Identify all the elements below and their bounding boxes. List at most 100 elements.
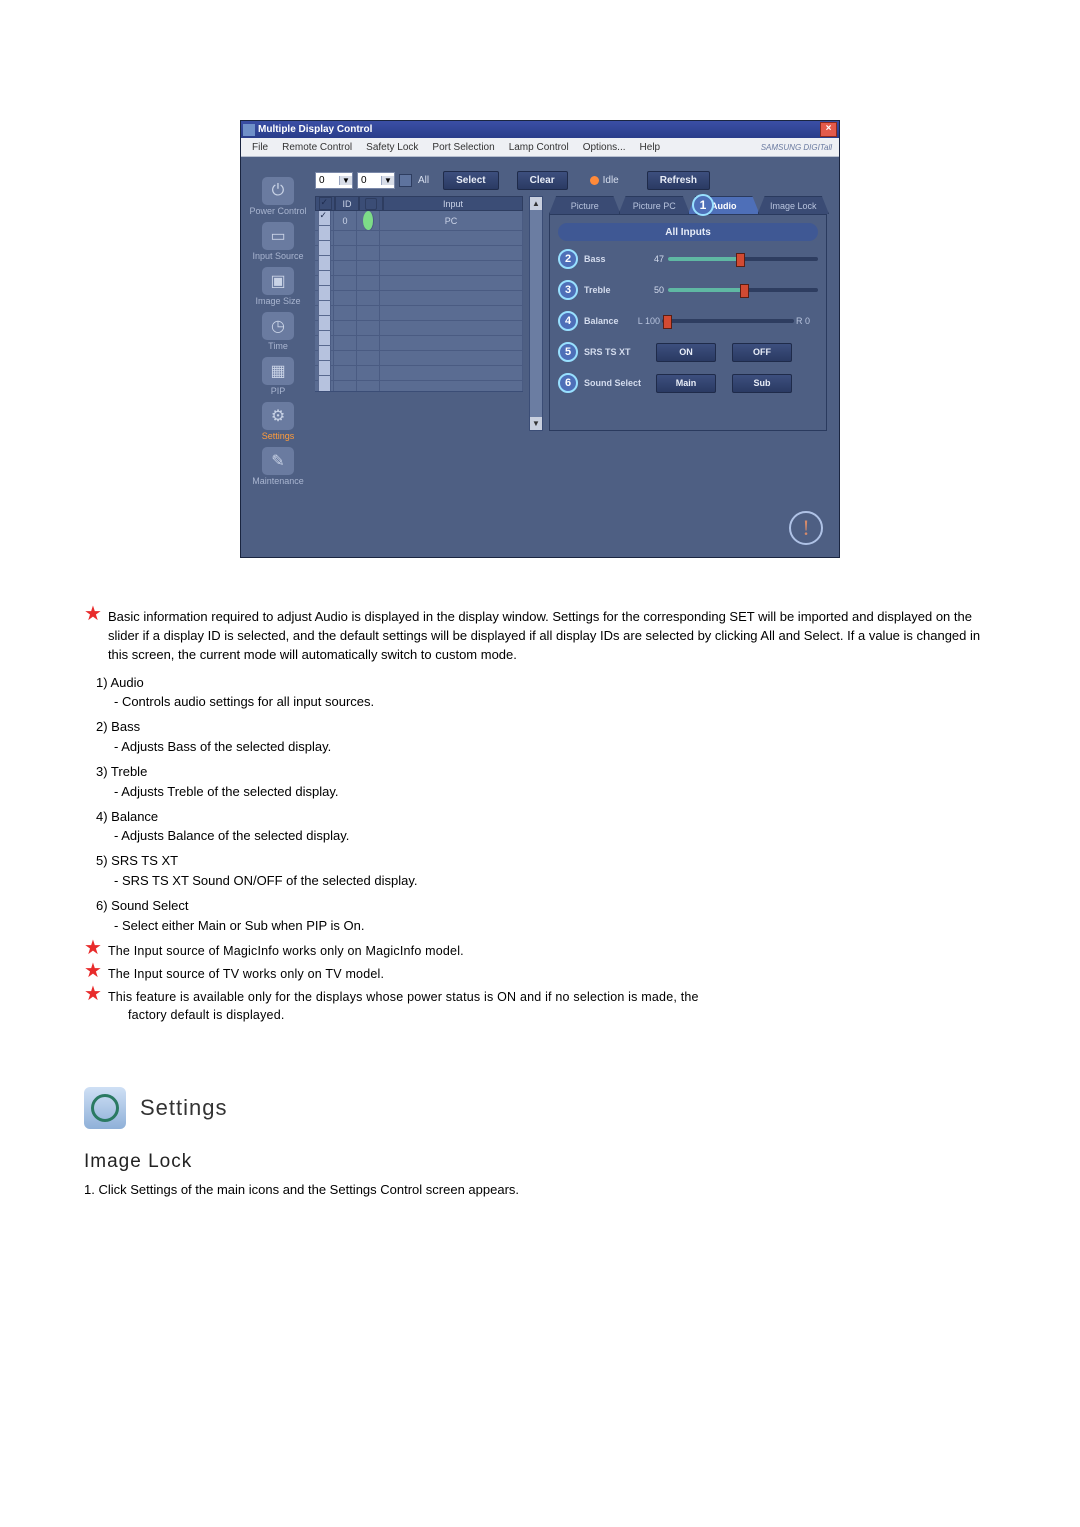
image-lock-step-1: 1. Click Settings of the main icons and … (84, 1181, 996, 1200)
chevron-down-icon[interactable]: ▼ (381, 176, 394, 185)
menu-safety-lock[interactable]: Safety Lock (359, 142, 425, 153)
callout-1: 1 (692, 194, 714, 216)
table-row[interactable] (315, 316, 523, 331)
sidebar-icon: ▣ (262, 267, 294, 295)
balance-left: L 100 (636, 316, 662, 326)
settings-panel: Picture Picture PC Audio Image Lock 1 Al… (549, 196, 827, 431)
note-magicinfo: The Input source of MagicInfo works only… (108, 942, 464, 960)
table-row[interactable] (315, 226, 523, 241)
sidebar-label: Image Size (241, 296, 315, 306)
note-power-line1: This feature is available only for the d… (108, 990, 699, 1004)
table-row[interactable] (315, 286, 523, 301)
sidebar-item-pip[interactable]: ▦PIP (241, 357, 315, 396)
col-input: Input (383, 196, 523, 211)
header-checkbox[interactable] (319, 197, 332, 210)
sidebar-icon: ⚙ (262, 402, 294, 430)
refresh-button[interactable]: Refresh (647, 171, 710, 190)
sidebar-icon: ◷ (262, 312, 294, 340)
grid-scrollbar[interactable]: ▲ ▼ (529, 196, 543, 431)
section-settings: Settings (84, 1087, 996, 1129)
sidebar-icon: ✎ (262, 447, 294, 475)
menu-remote-control[interactable]: Remote Control (275, 142, 359, 153)
scroll-up-icon[interactable]: ▲ (530, 197, 542, 210)
sound-select-row: 6 Sound Select Main Sub (558, 373, 818, 393)
table-row[interactable] (315, 271, 523, 286)
brand-text: SAMSUNG DIGITall (754, 143, 839, 152)
note-power-line2: factory default is displayed. (128, 1006, 699, 1024)
balance-right: R 0 (794, 316, 816, 326)
sidebar-item-time[interactable]: ◷Time (241, 312, 315, 351)
balance-slider[interactable] (662, 319, 794, 323)
sound-main-button[interactable]: Main (656, 374, 716, 393)
dropdown-1[interactable]: 0 ▼ (315, 172, 353, 189)
menu-help[interactable]: Help (633, 142, 668, 153)
scroll-down-icon[interactable]: ▼ (530, 417, 542, 430)
menu-port-selection[interactable]: Port Selection (425, 142, 501, 153)
select-button[interactable]: Select (443, 171, 498, 190)
bass-value: 47 (636, 254, 668, 264)
sidebar-item-power-control[interactable]: ⏻Power Control (241, 177, 315, 216)
tab-image-lock[interactable]: Image Lock (758, 196, 830, 214)
bass-slider[interactable] (668, 257, 818, 261)
bass-label: Bass (584, 254, 636, 264)
note-tv: The Input source of TV works only on TV … (108, 965, 384, 983)
sidebar-label: Time (241, 341, 315, 351)
table-row[interactable] (315, 331, 523, 346)
star-icon: ★ (84, 608, 108, 668)
sidebar-item-settings[interactable]: ⚙Settings (241, 402, 315, 441)
sidebar-item-image-size[interactable]: ▣Image Size (241, 267, 315, 306)
sidebar-label: PIP (241, 386, 315, 396)
treble-label: Treble (584, 285, 636, 295)
menu-lamp-control[interactable]: Lamp Control (502, 142, 576, 153)
tab-picture-pc[interactable]: Picture PC (619, 196, 691, 214)
doc-body: ★ Basic information required to adjust A… (84, 608, 996, 1200)
sidebar-item-maintenance[interactable]: ✎Maintenance (241, 447, 315, 486)
close-icon[interactable]: × (820, 122, 837, 137)
doc-item-desc: - Adjusts Bass of the selected display. (114, 738, 996, 757)
treble-slider[interactable] (668, 288, 818, 292)
sidebar-label: Settings (241, 431, 315, 441)
all-inputs-pill[interactable]: All Inputs (558, 223, 818, 241)
srs-label: SRS TS XT (584, 347, 656, 357)
scroll-track[interactable] (530, 210, 542, 417)
doc-item-desc: - SRS TS XT Sound ON/OFF of the selected… (114, 872, 996, 891)
menu-options[interactable]: Options... (576, 142, 633, 153)
sound-sub-button[interactable]: Sub (732, 374, 792, 393)
callout-4: 4 (558, 311, 578, 331)
clear-button[interactable]: Clear (517, 171, 568, 190)
subheading-image-lock: Image Lock (84, 1151, 996, 1173)
status-dot-icon (590, 176, 599, 185)
star-icon: ★ (84, 988, 108, 1027)
row-checkbox[interactable] (318, 375, 331, 392)
srs-off-button[interactable]: OFF (732, 343, 792, 362)
callout-3: 3 (558, 280, 578, 300)
table-row[interactable] (315, 241, 523, 256)
table-row[interactable]: 0PC (315, 211, 523, 226)
doc-item: 5) SRS TS XT- SRS TS XT Sound ON/OFF of … (96, 852, 996, 891)
dropdown-1-value: 0 (316, 175, 339, 186)
doc-item-title: 2) Bass (96, 718, 996, 737)
note-power-status: This feature is available only for the d… (108, 988, 699, 1024)
chevron-down-icon[interactable]: ▼ (339, 176, 352, 185)
callout-5: 5 (558, 342, 578, 362)
table-row[interactable] (315, 301, 523, 316)
section-settings-title: Settings (140, 1095, 228, 1121)
doc-item-desc: - Select either Main or Sub when PIP is … (114, 917, 996, 936)
grid-header: ID Input (315, 196, 523, 211)
table-row[interactable] (315, 376, 523, 391)
dropdown-2[interactable]: 0 ▼ (357, 172, 395, 189)
sidebar-icon: ⏻ (262, 177, 294, 205)
menu-file[interactable]: File (245, 142, 275, 153)
table-row[interactable] (315, 256, 523, 271)
balance-row: 4 Balance L 100 R 0 (558, 311, 818, 331)
sidebar-label: Maintenance (241, 476, 315, 486)
srs-on-button[interactable]: ON (656, 343, 716, 362)
doc-item: 6) Sound Select- Select either Main or S… (96, 897, 996, 936)
table-row[interactable] (315, 346, 523, 361)
doc-item: 1) Audio- Controls audio settings for al… (96, 674, 996, 713)
tab-picture[interactable]: Picture (549, 196, 621, 214)
all-checkbox[interactable] (399, 174, 412, 187)
sidebar-label: Input Source (241, 251, 315, 261)
sidebar-item-input-source[interactable]: ▭Input Source (241, 222, 315, 261)
table-row[interactable] (315, 361, 523, 376)
